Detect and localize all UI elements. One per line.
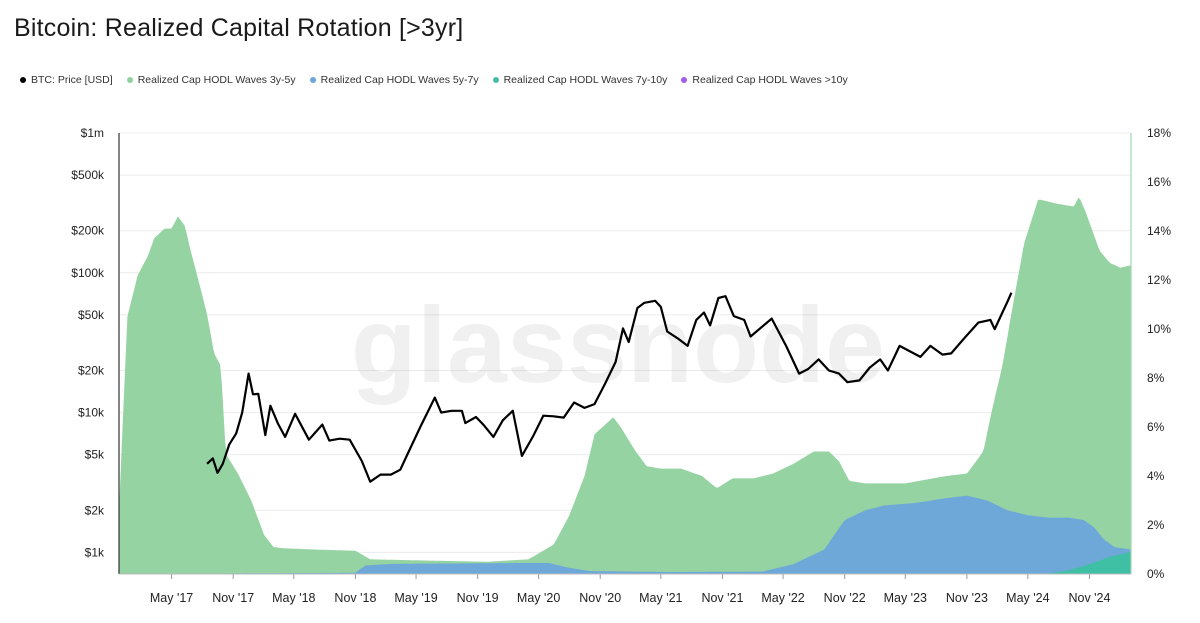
- axes: $1k $2k $5k $10k $20k $50k $100k $200k $500k $1m 0…: [71, 126, 1171, 605]
- y-left-tick-label: $10k: [78, 406, 105, 420]
- area-series: [119, 197, 1131, 574]
- legend-dot-10y-plus: [681, 77, 688, 83]
- x-tick-label: Nov '22: [824, 591, 866, 605]
- legend-dot-3y-5y: [126, 77, 133, 83]
- legend-item-5y-7y[interactable]: Realized Cap HODL Waves 5y-7y: [309, 74, 479, 86]
- y-left-tick-label: $500k: [71, 168, 105, 182]
- y-right-tick-label: 0%: [1147, 567, 1165, 581]
- y-right-tick-label: 8%: [1147, 371, 1165, 385]
- y-right-tick-label: 4%: [1147, 469, 1165, 483]
- x-tick-label: May '19: [394, 591, 437, 605]
- x-tick-label: May '17: [150, 591, 193, 605]
- legend-dot-5y-7y: [309, 77, 316, 83]
- y-left-tick-label: $100k: [71, 266, 105, 280]
- legend-item-10y-plus[interactable]: Realized Cap HODL Waves >10y: [681, 74, 848, 86]
- x-tick-label: May '22: [761, 591, 804, 605]
- y-right-tick-label: 6%: [1147, 420, 1165, 434]
- line-series: [206, 292, 1013, 483]
- x-tick-label: May '20: [517, 591, 560, 605]
- legend-item-btc-price[interactable]: BTC: Price [USD]: [20, 74, 113, 86]
- y-left-tick-label: $50k: [78, 308, 105, 322]
- y-left-tick-label: $1m: [81, 126, 104, 140]
- y-right-tick-label: 18%: [1147, 126, 1171, 140]
- legend: BTC: Price [USD] Realized Cap HODL Waves…: [20, 74, 862, 86]
- chart-title: Bitcoin: Realized Capital Rotation [>3yr…: [14, 14, 464, 42]
- legend-label-3y-5y: Realized Cap HODL Waves 3y-5y: [137, 74, 296, 86]
- x-tick-label: May '23: [884, 591, 927, 605]
- y-left-tick-label: $5k: [85, 448, 105, 462]
- y-right-tick-label: 2%: [1147, 518, 1165, 532]
- x-tick-label: Nov '23: [946, 591, 988, 605]
- area-realized-cap-hodl-waves-5y-7y: [119, 495, 1131, 574]
- x-tick-label: May '21: [639, 591, 682, 605]
- legend-label-5y-7y: Realized Cap HODL Waves 5y-7y: [320, 74, 479, 86]
- y-right-tick-label: 16%: [1147, 175, 1171, 189]
- watermark: glassnode: [351, 284, 885, 405]
- y-left-tick-label: $20k: [78, 363, 105, 377]
- x-tick-label: Nov '19: [457, 591, 499, 605]
- legend-label-10y-plus: Realized Cap HODL Waves >10y: [692, 74, 848, 86]
- y-left-tick-label: $1k: [85, 545, 105, 559]
- legend-dot-7y-10y: [492, 77, 499, 83]
- x-tick-label: Nov '18: [334, 591, 376, 605]
- y-right-tick-label: 14%: [1147, 224, 1171, 238]
- legend-item-7y-10y[interactable]: Realized Cap HODL Waves 7y-10y: [492, 74, 668, 86]
- y-right-tick-label: 10%: [1147, 322, 1171, 336]
- x-tick-label: May '18: [272, 591, 315, 605]
- x-tick-label: Nov '17: [212, 591, 254, 605]
- x-tick-label: Nov '24: [1068, 591, 1110, 605]
- x-tick-label: May '24: [1006, 591, 1049, 605]
- y-right-tick-label: 12%: [1147, 273, 1171, 287]
- legend-label-btc-price: BTC: Price [USD]: [31, 74, 113, 86]
- x-tick-label: Nov '21: [701, 591, 743, 605]
- y-left-tick-label: $2k: [85, 503, 105, 517]
- legend-label-7y-10y: Realized Cap HODL Waves 7y-10y: [503, 74, 668, 86]
- legend-dot-btc-price: [20, 77, 26, 83]
- legend-item-3y-5y[interactable]: Realized Cap HODL Waves 3y-5y: [126, 74, 296, 86]
- y-left-tick-label: $200k: [71, 224, 105, 238]
- line-btc-price: [206, 292, 1013, 483]
- x-tick-label: Nov '20: [579, 591, 621, 605]
